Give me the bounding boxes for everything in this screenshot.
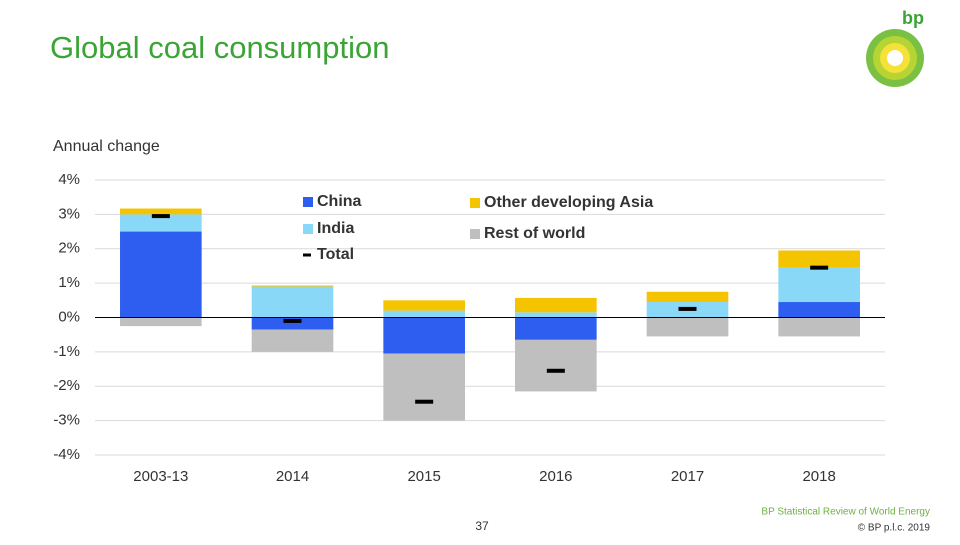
x-tick-label: 2016 [539, 468, 572, 485]
bar-segment [778, 317, 860, 337]
bar-segment [383, 310, 465, 318]
total-marker [151, 214, 170, 219]
y-tick-label: 0% [58, 308, 80, 325]
legend-swatch [303, 197, 313, 207]
y-tick-label: 3% [58, 205, 80, 222]
y-tick-label: 4% [58, 171, 80, 188]
bar-segment [646, 291, 729, 303]
y-tick-label: -1% [53, 343, 80, 360]
total-marker [810, 265, 829, 270]
source: BP Statistical Review of World Energy [761, 507, 930, 518]
bar-segment [383, 300, 465, 311]
bar-segment [515, 297, 597, 313]
page-number: 37 [475, 519, 489, 533]
logo-center [887, 50, 903, 66]
bar-segment [778, 267, 860, 303]
bar-segment [251, 285, 334, 287]
x-tick-label: 2003-13 [133, 468, 188, 485]
bar-segment [515, 312, 597, 318]
y-tick-label: 1% [58, 274, 80, 291]
legend-swatch [470, 198, 480, 208]
x-tick-label: 2017 [671, 468, 704, 485]
legend-label: Rest of world [484, 225, 585, 242]
bar-segment [251, 329, 334, 352]
bar-segment [383, 317, 465, 354]
bar-segment [251, 286, 334, 318]
legend-label: China [317, 193, 362, 210]
legend-label: Total [317, 246, 354, 263]
legend-label: Other developing Asia [484, 194, 653, 211]
x-tick-label: 2018 [802, 468, 835, 485]
copyright: © BP p.l.c. 2019 [858, 523, 931, 534]
bar-segment [515, 339, 597, 392]
total-marker [415, 399, 434, 404]
bar-segment [646, 317, 729, 337]
y-tick-label: -2% [53, 377, 80, 394]
bar-segment [515, 317, 597, 340]
bar-segment [251, 317, 334, 330]
axis-label: Annual change [53, 138, 160, 155]
x-tick-label: 2015 [407, 468, 440, 485]
legend-swatch [303, 224, 313, 234]
bar-segment [120, 208, 202, 215]
bar-segment [778, 302, 860, 318]
legend-swatch [470, 229, 480, 239]
y-tick-label: 2% [58, 240, 80, 257]
total-marker [283, 318, 302, 323]
bar-segment [120, 214, 202, 232]
bar-segment [778, 250, 860, 268]
logo: bp [866, 8, 924, 87]
total-marker [546, 368, 565, 373]
logo-text: bp [902, 8, 924, 28]
slide-title: Global coal consumption [50, 30, 389, 65]
bar-segment [120, 231, 202, 318]
y-tick-label: -3% [53, 412, 80, 429]
legend-label: India [317, 220, 354, 237]
x-tick-label: 2014 [276, 468, 309, 485]
total-marker [678, 306, 697, 311]
bar-segment [120, 317, 202, 327]
y-tick-label: -4% [53, 446, 80, 463]
bar-segment [383, 353, 465, 421]
legend-marker [303, 253, 311, 257]
